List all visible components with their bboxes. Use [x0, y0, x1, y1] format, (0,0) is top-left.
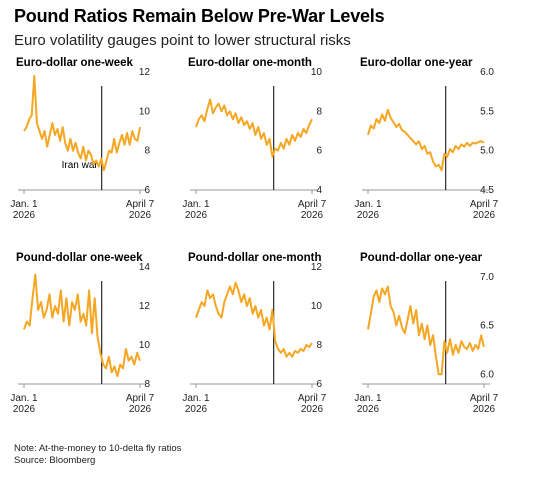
y-tick-label: 12 [311, 262, 323, 273]
x-tick-label: 2026 [301, 404, 324, 415]
x-tick-label: 2026 [473, 404, 496, 415]
panel-title: Pound-dollar one-week [16, 252, 143, 264]
y-tick-label: 6 [144, 185, 150, 196]
x-tick-label: 2026 [357, 404, 380, 415]
y-tick-label: 12 [139, 301, 151, 312]
panel-title: Pound-dollar one-year [360, 252, 483, 264]
chart-title: Pound Ratios Remain Below Pre-War Levels [14, 6, 385, 26]
series-line [23, 74, 141, 172]
x-tick-label: April 7 [470, 199, 499, 210]
y-tick-label: 7.0 [480, 272, 494, 283]
x-tick-label: Jan. 1 [10, 199, 38, 210]
footnote: Note: At-the-money to 10-delta fly ratio… [14, 443, 181, 467]
y-tick-label: 8 [144, 146, 150, 157]
note-text: Note: At-the-money to 10-delta fly ratio… [14, 443, 182, 454]
x-tick-label: Jan. 1 [182, 199, 210, 210]
y-tick-label: 6 [316, 379, 322, 390]
x-tick-label: 2026 [357, 210, 380, 221]
x-tick-label: 2026 [129, 210, 152, 221]
series-line [23, 273, 141, 378]
chart-subtitle: Euro volatility gauges point to lower st… [14, 32, 351, 49]
panel-title: Euro-dollar one-week [16, 57, 134, 69]
panel-title: Pound-dollar one-month [188, 252, 322, 264]
x-tick-label: 2026 [13, 404, 36, 415]
y-tick-label: 10 [311, 67, 323, 78]
x-tick-label: Jan. 1 [10, 393, 38, 404]
y-tick-label: 10 [311, 301, 323, 312]
y-tick-label: 4.5 [480, 185, 494, 196]
x-tick-label: 2026 [129, 404, 152, 415]
x-tick-label: 2026 [473, 210, 496, 221]
y-tick-label: 6 [316, 146, 322, 157]
y-tick-label: 12 [139, 67, 151, 78]
y-tick-label: 10 [139, 106, 151, 117]
x-tick-label: 2026 [13, 210, 36, 221]
x-tick-label: 2026 [185, 210, 208, 221]
y-tick-label: 6.5 [480, 321, 494, 332]
y-tick-label: 8 [144, 379, 150, 390]
x-tick-label: 2026 [301, 210, 324, 221]
y-tick-label: 14 [139, 262, 151, 273]
y-tick-label: 4 [316, 185, 322, 196]
y-tick-label: 5.5 [480, 106, 494, 117]
series-line [367, 285, 485, 376]
x-tick-label: April 7 [126, 199, 155, 210]
series-line [195, 98, 313, 158]
series-line [367, 108, 485, 172]
panel-title: Euro-dollar one-year [360, 57, 473, 69]
y-tick-label: 8 [316, 340, 322, 351]
x-tick-label: April 7 [470, 393, 499, 404]
x-tick-label: Jan. 1 [354, 199, 382, 210]
event-annotation: Iran war [62, 160, 99, 171]
y-tick-label: 5.0 [480, 146, 494, 157]
y-tick-label: 6.0 [480, 369, 494, 380]
x-tick-label: Jan. 1 [182, 393, 210, 404]
x-tick-label: April 7 [126, 393, 155, 404]
panel-title: Euro-dollar one-month [188, 57, 312, 69]
y-tick-label: 10 [139, 340, 151, 351]
series-line [195, 281, 313, 358]
x-tick-label: Jan. 1 [354, 393, 382, 404]
x-tick-label: April 7 [298, 199, 327, 210]
x-tick-label: April 7 [298, 393, 327, 404]
x-tick-label: 2026 [185, 404, 208, 415]
y-tick-label: 8 [316, 106, 322, 117]
source-text: Source: Bloomberg [14, 455, 96, 466]
y-tick-label: 6.0 [480, 67, 494, 78]
